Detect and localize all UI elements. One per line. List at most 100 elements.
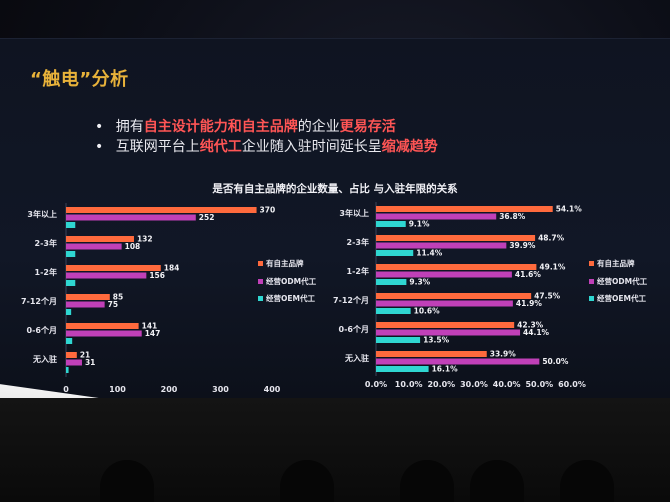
bar [376, 279, 407, 285]
bar [376, 213, 497, 220]
data-label: 141 [142, 322, 158, 331]
bullet-item: • 互联网平台上纯代工企业随入驻时间延长呈缩减趋势 [95, 137, 438, 157]
bullet-highlight: 缩减趋势 [381, 139, 438, 155]
bullet-dot-icon: • [95, 119, 104, 135]
audience-head [400, 460, 454, 502]
category-label: 2-3年 [347, 237, 369, 247]
data-label: 44.1% [523, 328, 550, 337]
bar [66, 352, 77, 358]
category-label: 1-2年 [347, 266, 369, 276]
bullet-dot-icon: • [95, 139, 104, 155]
data-label: 54.1% [556, 205, 583, 214]
data-label: 47.5% [534, 292, 561, 301]
x-tick-label: 50.0% [525, 380, 553, 389]
bar [376, 351, 487, 357]
data-label: 36.8% [499, 212, 526, 221]
x-tick-label: 10.0% [395, 380, 423, 389]
category-label: 2-3年 [35, 238, 57, 248]
legend-label: 有自主品牌 [597, 258, 635, 268]
audience-head [470, 460, 524, 502]
bar [66, 359, 82, 366]
x-tick-label: 200 [161, 385, 178, 394]
bar [376, 300, 513, 307]
x-tick-label: 60.0% [558, 380, 586, 389]
legend-label: 经营OEM代工 [266, 293, 315, 303]
bar [66, 214, 196, 221]
bar [66, 280, 76, 286]
data-label: 10.6% [414, 307, 441, 316]
bar [66, 207, 257, 213]
data-label: 370 [260, 206, 276, 215]
slide-title: “触电”分析 [30, 69, 129, 90]
bar [376, 235, 536, 241]
data-label: 9.3% [409, 278, 430, 287]
category-label: 3年以上 [339, 208, 369, 218]
x-tick-label: 300 [212, 385, 229, 394]
bar [66, 265, 161, 271]
x-tick-label: 100 [109, 385, 126, 394]
legend-swatch [589, 279, 594, 284]
legend-label: 经营OEM代工 [597, 293, 646, 303]
data-label: 33.9% [490, 350, 517, 359]
data-label: 49.1% [539, 263, 566, 272]
category-label: 0-6个月 [339, 324, 369, 334]
data-label: 48.7% [538, 234, 565, 243]
bar [376, 206, 553, 212]
bar [376, 271, 512, 278]
category-label: 7-12个月 [333, 295, 369, 305]
category-label: 无入驻 [32, 354, 57, 364]
legend-label: 经营ODM代工 [597, 276, 648, 286]
legend-swatch [258, 279, 263, 284]
category-label: 1-2年 [35, 267, 57, 277]
data-label: 21 [80, 351, 90, 360]
bar [66, 309, 72, 315]
chart-title: 是否有自主品牌的企业数量、占比 与入驻年限的关系 [212, 183, 458, 195]
bullet-segment: 拥有 [115, 119, 144, 135]
category-label: 7-12个月 [21, 296, 57, 306]
data-label: 108 [125, 242, 141, 251]
data-label: 132 [137, 235, 153, 244]
bullet-highlight: 纯代工 [199, 139, 242, 155]
bar [376, 308, 411, 314]
data-label: 39.9% [509, 241, 536, 250]
x-tick-label: 20.0% [427, 380, 455, 389]
data-label: 41.9% [516, 299, 543, 308]
bullet-highlight: 更易存活 [339, 119, 396, 135]
data-label: 156 [149, 271, 165, 280]
audience-head [280, 460, 334, 502]
audience-head [100, 460, 154, 502]
legend-swatch [589, 296, 594, 301]
bullet-segment: 企业随入驻时间延长呈 [241, 139, 382, 155]
bar [66, 251, 76, 257]
data-label: 11.4% [416, 249, 443, 258]
data-label: 16.1% [432, 365, 459, 374]
data-label: 42.3% [517, 321, 544, 330]
legend-label: 经营ODM代工 [266, 276, 317, 286]
bullet-highlight: 自主设计能力和自主品牌 [143, 119, 298, 135]
bar [66, 330, 142, 337]
bar [66, 243, 122, 250]
legend-swatch [258, 261, 263, 266]
bullet-item: • 拥有自主设计能力和自主品牌的企业更易存活 [95, 117, 438, 137]
bar [66, 222, 76, 228]
category-label: 无入驻 [344, 353, 369, 363]
bar [376, 250, 414, 256]
bar [376, 329, 521, 336]
data-label: 85 [113, 293, 123, 302]
x-tick-label: 0 [63, 385, 69, 394]
bar [66, 236, 134, 242]
x-tick-label: 400 [264, 385, 281, 394]
data-label: 31 [85, 358, 95, 367]
bar [66, 301, 105, 308]
bar [376, 293, 532, 299]
bar [376, 322, 515, 328]
bullet-list: • 拥有自主设计能力和自主品牌的企业更易存活 • 互联网平台上纯代工企业随入驻时… [95, 117, 438, 157]
x-tick-label: 40.0% [493, 380, 521, 389]
x-tick-label: 30.0% [460, 380, 488, 389]
bullet-segment: 互联网平台上 [115, 139, 200, 155]
bar [376, 337, 421, 343]
legend-swatch [589, 261, 594, 266]
data-label: 41.6% [515, 270, 542, 279]
